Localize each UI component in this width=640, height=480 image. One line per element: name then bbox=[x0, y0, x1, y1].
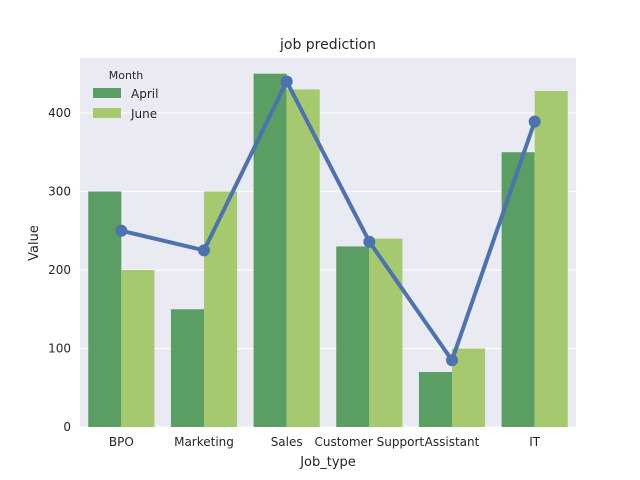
x-tick-label: Marketing bbox=[174, 435, 234, 449]
bar-april bbox=[418, 372, 452, 427]
chart-title: job prediction bbox=[279, 37, 376, 53]
y-axis-label: Value bbox=[27, 225, 42, 261]
line-point bbox=[115, 224, 128, 237]
line-point bbox=[363, 235, 376, 248]
x-axis-ticks: BPO Marketing Sales Customer Support Assista… bbox=[109, 435, 541, 449]
x-tick-label: IT bbox=[529, 435, 541, 449]
y-axis-ticks: 0 100 200 300 400 bbox=[48, 106, 71, 434]
line-point bbox=[198, 244, 210, 257]
bar-april bbox=[253, 73, 287, 428]
legend-label-june: June bbox=[130, 107, 157, 121]
line-series bbox=[115, 75, 541, 367]
y-tick-label: 100 bbox=[48, 341, 71, 355]
y-tick-label: 400 bbox=[48, 106, 71, 120]
bar-april bbox=[336, 246, 370, 427]
line-point bbox=[446, 354, 458, 367]
legend-swatch-april bbox=[93, 88, 121, 98]
legend-label-april: April bbox=[131, 87, 158, 101]
series-line bbox=[119, 79, 537, 363]
bars bbox=[88, 73, 568, 428]
grid bbox=[80, 112, 576, 428]
legend: Month April June bbox=[93, 69, 158, 121]
x-axis-label: Job_type bbox=[299, 455, 356, 470]
bar-june bbox=[534, 90, 568, 428]
bar-june bbox=[204, 191, 238, 427]
x-tick-label: Assistant bbox=[425, 435, 480, 449]
x-tick-label: Sales bbox=[271, 435, 303, 449]
line-point bbox=[528, 115, 541, 128]
bar-june bbox=[369, 238, 403, 427]
y-tick-label: 0 bbox=[63, 420, 71, 434]
bar-april bbox=[501, 152, 535, 427]
y-tick-label: 200 bbox=[48, 263, 71, 277]
bar-april bbox=[88, 191, 122, 427]
y-tick-label: 300 bbox=[48, 184, 71, 198]
bar-june bbox=[121, 269, 155, 427]
bar-april bbox=[170, 309, 204, 427]
x-tick-label: BPO bbox=[109, 435, 134, 449]
x-tick-label: Customer Support bbox=[315, 435, 425, 449]
legend-title: Month bbox=[109, 69, 144, 82]
legend-swatch-june bbox=[93, 108, 121, 118]
bar-june bbox=[286, 89, 320, 427]
line-point bbox=[280, 75, 293, 88]
